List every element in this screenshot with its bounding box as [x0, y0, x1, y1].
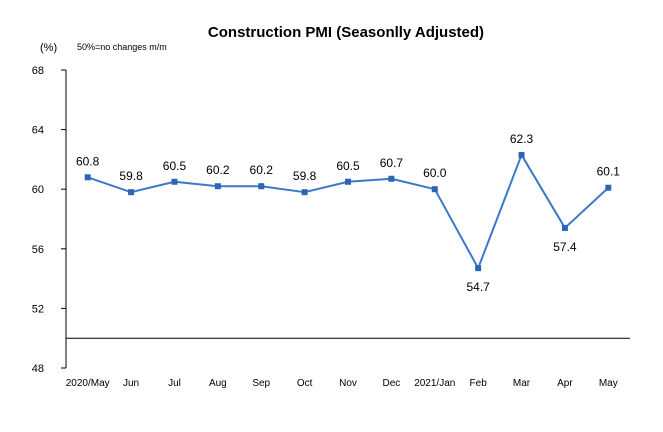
chart-note: 50%=no changes m/m — [77, 42, 167, 52]
y-tick-label: 64 — [32, 125, 44, 137]
data-point-marker — [258, 183, 265, 190]
data-label: 60.1 — [597, 165, 621, 179]
x-tick-label: May — [599, 378, 618, 389]
x-tick-label: Jun — [123, 378, 139, 389]
x-tick-label: Dec — [382, 378, 400, 389]
data-label: 60.2 — [206, 163, 230, 177]
data-label: 60.5 — [163, 159, 187, 173]
data-point-marker — [388, 175, 395, 182]
x-tick-label: Oct — [297, 378, 313, 389]
axes — [61, 69, 630, 369]
chart-title: Construction PMI (Seasonlly Adjusted) — [208, 24, 484, 41]
x-tick-labels: 2020/May Jun Jul Aug Sep Oct Nov Dec 2021/Jan Feb… — [66, 378, 618, 389]
data-label: 60.5 — [336, 159, 360, 173]
data-point-marker — [518, 151, 525, 158]
x-tick-label: 2021/Jan — [414, 378, 455, 389]
data-point-marker — [171, 178, 178, 185]
data-label: 62.3 — [510, 132, 534, 146]
x-tick-label: Apr — [557, 378, 573, 389]
data-point-marker — [84, 174, 91, 181]
y-tick-label: 52 — [32, 303, 44, 315]
y-axis-unit: (%) — [40, 42, 57, 54]
data-label: 59.8 — [293, 169, 317, 183]
data-markers — [84, 151, 612, 272]
data-label: 60.7 — [380, 156, 404, 170]
data-label: 60.8 — [76, 154, 100, 168]
y-tick-label: 68 — [32, 65, 44, 77]
x-tick-label: 2020/May — [66, 378, 110, 389]
data-point-marker — [475, 265, 482, 272]
data-point-marker — [214, 183, 221, 190]
y-tick-label: 56 — [32, 244, 44, 256]
data-point-marker — [345, 178, 351, 185]
data-point-marker — [128, 189, 135, 196]
y-tick-label: 60 — [32, 184, 44, 196]
data-label: 59.8 — [119, 169, 143, 183]
data-label: 60.2 — [250, 163, 274, 177]
data-label: 54.7 — [466, 280, 490, 294]
x-tick-label: Nov — [339, 378, 357, 389]
data-labels: 60.8 59.8 60.5 60.2 60.2 59.8 60.5 60.7 60.0 54.7… — [76, 132, 620, 294]
x-tick-label: Jul — [168, 378, 181, 389]
y-tick-labels: 48 52 56 60 64 68 — [32, 65, 44, 375]
data-point-marker — [605, 184, 612, 191]
data-point-marker — [431, 186, 438, 193]
x-tick-label: Mar — [513, 378, 531, 389]
data-label: 57.4 — [553, 240, 577, 254]
data-point-marker — [561, 224, 568, 231]
y-tick-label: 48 — [32, 363, 44, 375]
data-label: 60.0 — [423, 166, 447, 180]
x-tick-label: Sep — [252, 378, 270, 389]
data-point-marker — [301, 189, 308, 196]
x-tick-label: Feb — [470, 378, 488, 389]
x-tick-label: Aug — [209, 378, 227, 389]
